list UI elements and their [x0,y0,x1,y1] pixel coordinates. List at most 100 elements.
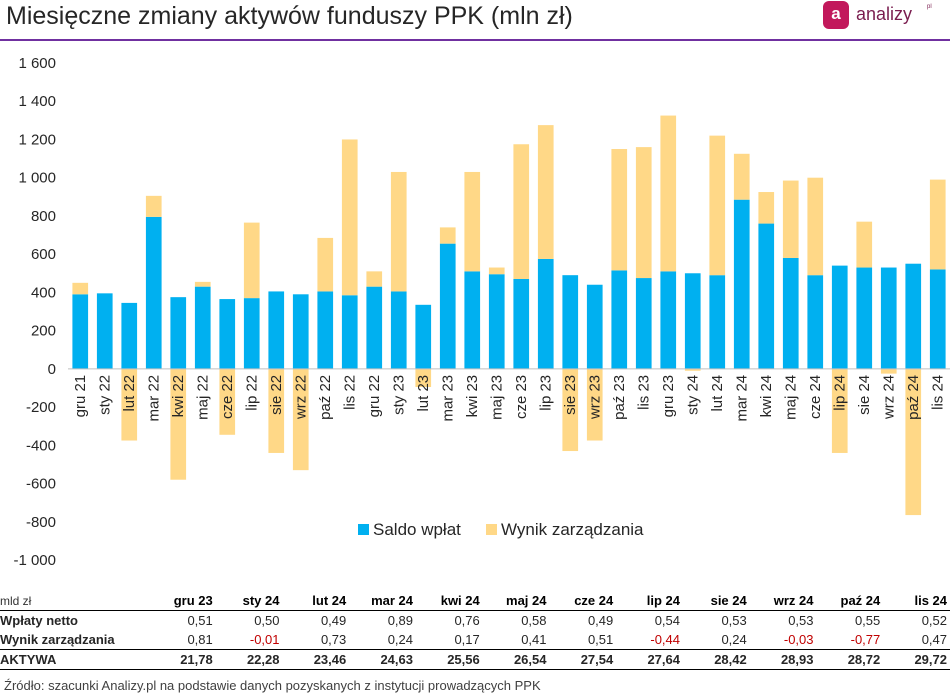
bar-saldo-wplat [635,278,652,369]
stacked-bar-chart: -1 000 -800 -600 -400 -200 0 200 400 600 800 1 000… [13,55,950,569]
table-column-header: sie 24 [683,591,750,611]
x-tick-label: lis 22 [342,375,359,410]
bar-wynik-zarzadzania [366,271,383,287]
bar-wynik-zarzadzania [219,368,236,435]
table-cell: 0,55 [854,613,881,628]
table-column-header: cze 24 [549,591,617,611]
bar-wynik-zarzadzania [488,267,505,275]
x-tick-label: paź 24 [905,375,922,420]
x-tick-label: sie 23 [562,375,579,415]
bar-wynik-zarzadzania [929,179,946,270]
bar-wynik-zarzadzania [856,221,873,268]
x-tick-label: lip 22 [244,375,261,411]
bar-saldo-wplat [562,275,579,369]
bar-saldo-wplat [660,271,677,369]
bar-saldo-wplat [586,284,603,369]
x-tick-label: paź 22 [317,375,334,420]
x-tick-label: maj 24 [783,375,800,420]
table-column-header: mar 24 [349,591,416,611]
bar-wynik-zarzadzania [709,135,726,276]
bar-saldo-wplat [243,298,260,369]
table-cell: 23,46 [282,649,350,670]
bar-saldo-wplat [733,199,750,369]
legend-label-saldo: Saldo wpłat [373,520,461,539]
table-cell: 26,54 [482,649,550,670]
x-tick-label: kwi 22 [170,375,187,418]
bar-wynik-zarzadzania [121,368,138,441]
bar-wynik-zarzadzania [194,281,211,287]
x-tick-label: lip 23 [538,375,555,411]
bar-saldo-wplat [831,265,848,369]
bar-saldo-wplat [366,286,383,369]
bar-wynik-zarzadzania [782,180,799,258]
table-column-header: paź 24 [816,591,884,611]
analizy-logo[interactable]: a analizy pl [823,1,948,31]
table-cell: 28,72 [816,649,884,670]
x-tick-label: mar 24 [734,375,751,422]
bar-saldo-wplat [464,271,481,369]
bar-saldo-wplat [684,273,701,369]
x-tick-label: lut 22 [121,375,138,412]
bar-wynik-zarzadzania [415,368,432,388]
bar-wynik-zarzadzania [880,368,897,374]
y-tick-label: 1 200 [18,131,56,148]
table-cell: 29,72 [883,649,950,670]
legend-swatch-saldo [358,524,369,535]
table-header-row: mld zł gru 23 sty 24 lut 24 mar 24 kwi 24 maj … [0,591,950,611]
table-row: Wpłaty netto 0,51 0,50 0,49 0,89 0,76 0,58 0,49… [0,611,950,631]
y-tick-label: -200 [26,399,56,416]
bar-saldo-wplat [145,216,162,369]
table-cell: -0,44 [650,632,680,647]
y-tick-label: 400 [31,284,56,301]
bar-wynik-zarzadzania [513,144,530,280]
bar-saldo-wplat [807,275,824,369]
table-cell: -0,03 [783,632,814,647]
title-divider [0,39,950,41]
bar-wynik-zarzadzania [145,195,162,217]
x-tick-label: gru 23 [660,375,677,418]
x-tick-label: gru 22 [366,375,383,418]
bar-saldo-wplat [415,304,432,369]
table-cell: 0,47 [921,632,947,647]
table-column-header: lis 24 [883,591,950,611]
x-tick-label: mar 22 [146,375,163,422]
x-tick-label: wrz 24 [881,375,898,420]
table-cell: -0,77 [850,632,881,647]
logo-superscript: pl [927,4,932,10]
bar-wynik-zarzadzania [905,368,922,516]
y-tick-label: 0 [48,361,56,378]
table-cell: 0,50 [254,613,280,628]
table-cell: 28,93 [749,649,817,670]
table-cell: 0,24 [721,632,747,647]
table-cell: 22,28 [215,649,283,670]
bar-saldo-wplat [758,223,775,369]
table-cell: -0,01 [249,632,280,647]
table-cell: 0,54 [654,613,680,628]
bar-saldo-wplat [537,258,554,369]
x-tick-label: wrz 22 [293,375,310,420]
bar-saldo-wplat [880,267,897,369]
bar-saldo-wplat [929,269,946,369]
bar-saldo-wplat [317,291,334,369]
row-label: Wpłaty netto [0,613,78,628]
x-tick-label: cze 23 [513,375,530,419]
table-row: Wynik zarządzania 0,81 -0,01 0,73 0,24 0,17 0,… [0,630,950,650]
bar-saldo-wplat [268,291,285,369]
table-cell: 0,49 [320,613,347,628]
bar-wynik-zarzadzania [72,282,89,295]
y-tick-label: 800 [31,208,56,225]
bar-wynik-zarzadzania [317,237,334,292]
x-tick-label: sie 22 [268,375,285,415]
bar-saldo-wplat [341,295,358,369]
table-row: AKTYWA 21,78 22,28 23,46 24,63 25,56 26,54 27,5… [0,649,950,670]
table-column-header: kwi 24 [416,591,483,611]
x-tick-label: sie 24 [856,375,873,415]
x-tick-label: cze 24 [807,375,824,419]
table-cell: 0,89 [387,613,413,628]
y-tick-label: 1 600 [18,55,56,72]
bar-wynik-zarzadzania [243,222,260,299]
bar-saldo-wplat [292,294,309,369]
x-tick-label: sty 22 [97,375,114,415]
table-cell: 0,51 [187,613,213,628]
bar-saldo-wplat [782,257,799,369]
